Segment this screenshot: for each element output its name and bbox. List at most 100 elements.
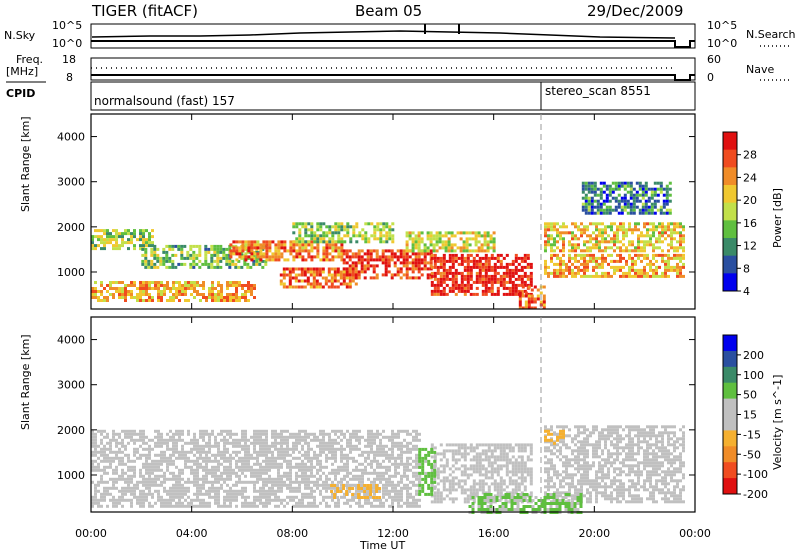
data-cell <box>640 234 643 238</box>
data-cell <box>148 287 151 290</box>
data-cell <box>229 441 232 445</box>
data-cell <box>665 196 669 200</box>
data-cell <box>448 286 452 290</box>
data-cell <box>259 498 262 502</box>
data-cell <box>214 435 217 439</box>
data-cell <box>499 253 503 257</box>
data-cell <box>553 271 556 275</box>
data-cell <box>175 480 178 484</box>
data-cell <box>388 480 391 484</box>
data-cell <box>262 246 266 250</box>
data-cell <box>127 232 130 236</box>
data-cell <box>150 250 154 254</box>
data-cell <box>337 471 340 475</box>
data-cell <box>124 444 127 448</box>
data-cell <box>325 504 328 508</box>
data-cell <box>617 211 621 215</box>
data-cell <box>148 244 151 248</box>
data-cell <box>247 501 250 505</box>
data-cell <box>301 492 304 496</box>
data-cell <box>381 249 385 253</box>
data-cell <box>316 456 319 460</box>
data-cell <box>355 489 358 493</box>
data-cell <box>542 285 546 289</box>
data-cell <box>319 459 322 463</box>
data-cell <box>274 456 277 460</box>
data-cell <box>442 289 446 293</box>
data-cell <box>139 435 142 439</box>
data-cell <box>112 501 115 505</box>
data-cell <box>493 482 497 486</box>
data-cell <box>196 486 199 490</box>
data-cell <box>382 486 385 490</box>
data-cell <box>492 231 496 235</box>
data-cell <box>601 237 604 241</box>
data-cell <box>94 435 97 439</box>
data-cell <box>523 259 527 263</box>
data-cell <box>139 456 142 460</box>
data-cell <box>472 470 476 474</box>
data-cell <box>255 262 259 266</box>
data-cell <box>310 255 314 259</box>
data-cell <box>360 249 364 253</box>
data-cell <box>268 444 271 448</box>
data-cell <box>442 497 446 501</box>
data-cell <box>142 492 145 496</box>
data-cell <box>547 473 550 477</box>
data-cell <box>145 281 148 284</box>
data-cell <box>472 262 476 266</box>
data-cell <box>157 441 160 445</box>
data-cell <box>175 495 178 499</box>
data-cell <box>310 246 314 250</box>
data-cell <box>382 435 385 439</box>
data-cell <box>529 473 533 477</box>
data-cell <box>324 282 328 286</box>
data-cell <box>664 268 667 272</box>
data-cell <box>148 450 151 454</box>
data-cell <box>460 488 464 492</box>
data-cell <box>613 243 616 247</box>
data-cell <box>157 483 160 487</box>
data-cell <box>118 232 121 236</box>
data-cell <box>646 228 649 232</box>
data-cell <box>415 462 418 466</box>
data-cell <box>426 249 430 253</box>
data-cell <box>304 432 307 436</box>
data-cell <box>334 447 337 451</box>
data-cell <box>91 450 94 454</box>
data-cell <box>196 495 199 499</box>
data-cell <box>397 498 400 502</box>
data-cell <box>682 237 685 241</box>
data-cell <box>417 258 421 262</box>
data-cell <box>679 222 682 226</box>
data-cell <box>232 240 236 244</box>
data-cell <box>466 262 470 266</box>
data-cell <box>97 429 100 433</box>
data-cell <box>484 289 488 293</box>
data-cell <box>289 480 292 484</box>
data-cell <box>659 190 663 194</box>
data-cell <box>307 435 310 439</box>
data-cell <box>187 456 190 460</box>
data-cell <box>547 476 550 480</box>
data-cell <box>145 480 148 484</box>
data-cell <box>91 290 94 293</box>
data-cell <box>463 286 467 290</box>
data-cell <box>571 452 574 456</box>
data-cell <box>499 446 503 450</box>
data-cell <box>387 249 391 253</box>
data-cell <box>477 231 481 235</box>
data-cell <box>141 247 145 251</box>
data-cell <box>632 211 636 215</box>
data-cell <box>547 234 550 238</box>
data-cell <box>112 483 115 487</box>
data-cell <box>542 300 546 304</box>
data-cell <box>620 208 624 212</box>
data-cell <box>544 425 547 429</box>
data-cell <box>616 231 619 235</box>
data-cell <box>641 211 645 215</box>
data-cell <box>598 249 601 253</box>
data-cell <box>226 287 229 290</box>
data-cell <box>322 429 325 433</box>
data-cell <box>472 256 476 260</box>
